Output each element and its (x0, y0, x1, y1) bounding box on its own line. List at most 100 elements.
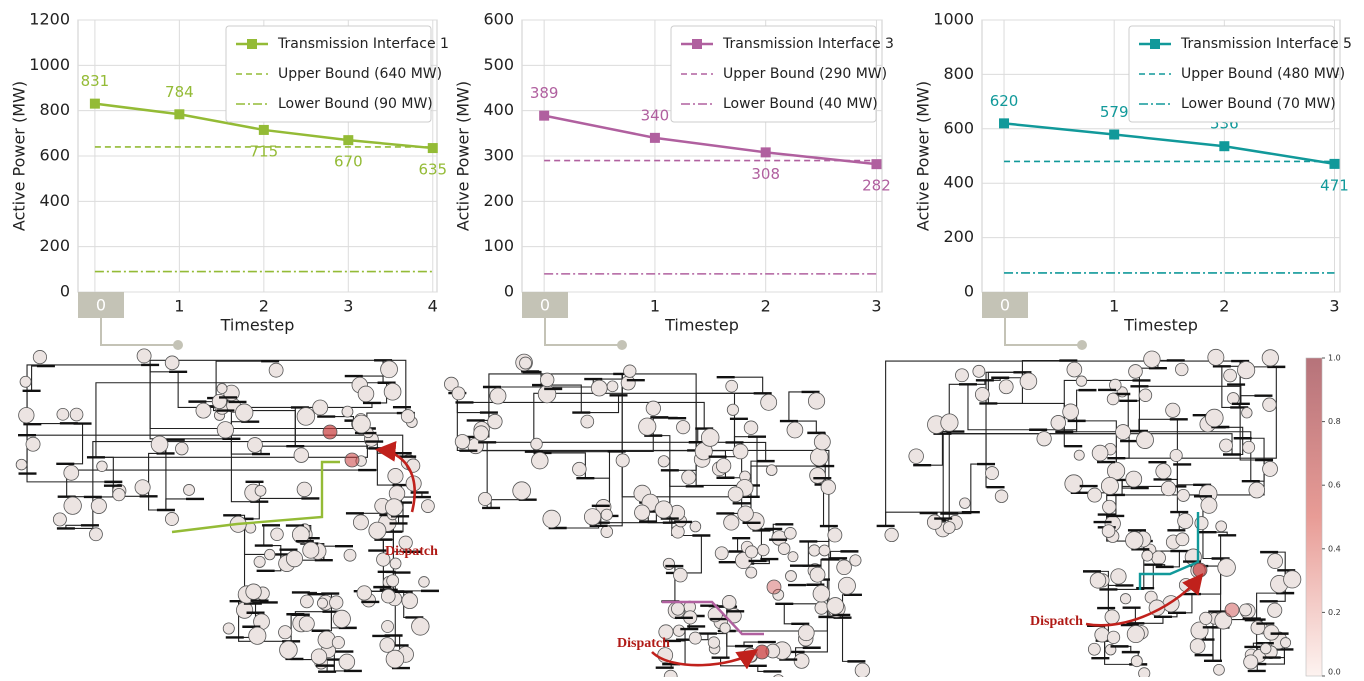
generator-node (727, 404, 738, 415)
selector-handle (173, 340, 183, 350)
generator-node (676, 420, 689, 433)
generator-node (827, 598, 844, 615)
generator-node (785, 571, 796, 582)
network-line (1232, 438, 1243, 454)
legend-label: Transmission Interface 1 (277, 36, 449, 52)
data-point (761, 147, 771, 157)
generator-node (543, 510, 561, 528)
generator-node (1170, 449, 1182, 461)
data-point (539, 111, 549, 121)
generator-node (339, 654, 355, 670)
generator-node (634, 505, 649, 520)
network-line (685, 629, 689, 640)
generator-node (720, 623, 730, 633)
generator-node (64, 465, 79, 480)
colorbar-tick-label: 0.0 (1328, 668, 1341, 677)
y-axis-label: Active Power (MW) (914, 81, 933, 231)
generator-node (1268, 554, 1283, 569)
network-line (324, 546, 344, 560)
generator-node (402, 593, 418, 609)
generator-node (1220, 439, 1233, 452)
generator-node (738, 506, 754, 522)
data-point (1109, 130, 1119, 140)
generator-node (1249, 482, 1265, 498)
y-tick-label: 0 (504, 282, 514, 301)
y-tick-label: 1000 (933, 10, 974, 29)
generator-node (671, 602, 684, 615)
data-label: 784 (165, 83, 194, 101)
generator-node (89, 528, 102, 541)
network-line (1217, 427, 1243, 438)
network-line (922, 434, 942, 466)
generator-node (353, 515, 368, 530)
generator-node (1088, 488, 1102, 502)
generator-node (999, 380, 1013, 394)
generator-node (1144, 351, 1161, 368)
generator-node (1156, 464, 1171, 479)
x-tick-label: 1 (174, 297, 184, 316)
network-line (1177, 464, 1182, 486)
generator-node (1126, 471, 1142, 487)
generator-node (995, 490, 1008, 503)
generator-node (828, 528, 842, 542)
network-diagram: Dispatch (16, 349, 439, 672)
generator-node (91, 498, 106, 513)
generator-node (616, 454, 629, 467)
colorbar-tick-label: 0.2 (1328, 608, 1341, 617)
legend-marker (247, 39, 257, 49)
generator-node (217, 383, 227, 393)
generator-node (26, 437, 40, 451)
generator-node (715, 547, 728, 560)
selector-connector (101, 318, 178, 345)
data-point (428, 143, 438, 153)
generator-node (520, 357, 532, 369)
generator-node (1284, 571, 1301, 588)
generator-node (621, 376, 635, 390)
x-tick-label: 3 (343, 297, 353, 316)
network-line (264, 525, 271, 545)
generator-node (1240, 604, 1252, 616)
generator-node (1200, 612, 1212, 624)
generator-node (810, 567, 825, 582)
generator-node (758, 544, 769, 555)
dispatch-node (755, 645, 769, 659)
generator-node (809, 545, 820, 556)
network-line (721, 631, 727, 658)
generator-node (664, 670, 677, 677)
generator-node (573, 462, 587, 476)
generator-node (601, 509, 612, 520)
y-tick-label: 600 (39, 146, 70, 165)
y-tick-label: 400 (483, 100, 514, 119)
generator-node (455, 434, 469, 448)
y-tick-label: 500 (483, 55, 514, 74)
generator-node (1074, 450, 1084, 460)
line-chart: 020040060080010000123TimestepActive Powe… (914, 10, 1352, 351)
generator-node (384, 383, 401, 400)
network-line (735, 419, 739, 443)
data-label: 635 (418, 161, 447, 179)
generator-node (1161, 481, 1175, 495)
generator-node (1111, 569, 1126, 584)
generator-node (1214, 664, 1225, 675)
generator-node (1051, 415, 1066, 430)
network-line (491, 500, 528, 508)
x-tick-label: 1 (1109, 297, 1119, 316)
x-tick-label: 2 (259, 297, 269, 316)
timestep-selector-label: 0 (1000, 296, 1010, 315)
generator-node (808, 393, 824, 409)
timestep-selector-label: 0 (96, 296, 106, 315)
network-line (784, 604, 800, 624)
legend-label: Lower Bound (70 MW) (1181, 96, 1336, 112)
colorbar (1306, 358, 1322, 676)
generator-node (381, 361, 398, 378)
timestep-selector-label: 0 (540, 296, 550, 315)
generator-node (358, 386, 374, 402)
generator-node (1076, 376, 1086, 386)
network-line (949, 384, 968, 513)
y-tick-label: 800 (943, 64, 974, 83)
network-line (671, 640, 685, 664)
figure: 02004006008001000120001234TimestepActive… (0, 0, 1364, 677)
generator-node (821, 480, 835, 494)
dispatch-node (345, 453, 359, 467)
network-line (1165, 551, 1180, 567)
